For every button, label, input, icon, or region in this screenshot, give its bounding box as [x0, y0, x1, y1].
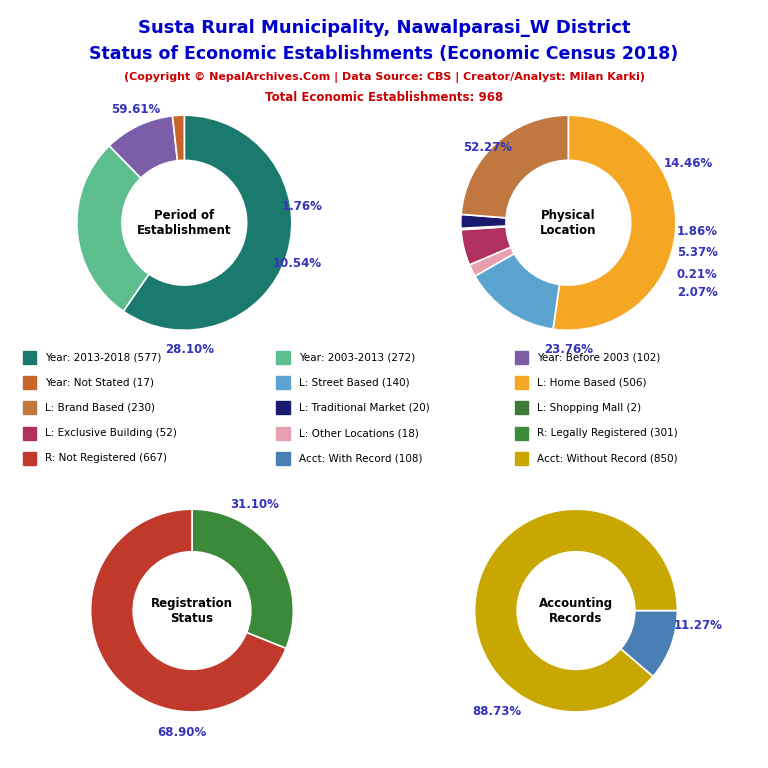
- Text: Accounting
Records: Accounting Records: [539, 597, 613, 624]
- Text: Acct: With Record (108): Acct: With Record (108): [299, 453, 422, 464]
- Text: L: Exclusive Building (52): L: Exclusive Building (52): [45, 428, 177, 439]
- Text: Registration
Status: Registration Status: [151, 597, 233, 624]
- Text: Status of Economic Establishments (Economic Census 2018): Status of Economic Establishments (Econo…: [89, 45, 679, 62]
- Text: Year: Before 2003 (102): Year: Before 2003 (102): [537, 352, 660, 362]
- Text: L: Street Based (140): L: Street Based (140): [299, 377, 409, 388]
- Wedge shape: [461, 214, 506, 228]
- Text: 68.90%: 68.90%: [157, 726, 207, 739]
- Text: Physical
Location: Physical Location: [540, 209, 597, 237]
- Wedge shape: [553, 115, 676, 330]
- Text: L: Home Based (506): L: Home Based (506): [537, 377, 647, 388]
- Text: 1.86%: 1.86%: [677, 225, 718, 238]
- Text: 31.10%: 31.10%: [230, 498, 280, 511]
- Text: (Copyright © NepalArchives.Com | Data Source: CBS | Creator/Analyst: Milan Karki: (Copyright © NepalArchives.Com | Data So…: [124, 72, 644, 83]
- Wedge shape: [461, 226, 506, 230]
- Text: L: Brand Based (230): L: Brand Based (230): [45, 402, 155, 413]
- Text: R: Legally Registered (301): R: Legally Registered (301): [537, 428, 677, 439]
- Text: 23.76%: 23.76%: [544, 343, 593, 356]
- Wedge shape: [192, 509, 293, 648]
- Wedge shape: [124, 115, 292, 330]
- Wedge shape: [173, 115, 184, 161]
- Text: R: Not Registered (667): R: Not Registered (667): [45, 453, 167, 464]
- Text: Susta Rural Municipality, Nawalparasi_W District: Susta Rural Municipality, Nawalparasi_W …: [137, 19, 631, 37]
- Wedge shape: [91, 509, 286, 712]
- Text: 14.46%: 14.46%: [664, 157, 713, 170]
- Wedge shape: [461, 227, 511, 265]
- Wedge shape: [109, 116, 177, 178]
- Text: 52.27%: 52.27%: [463, 141, 512, 154]
- Text: 5.37%: 5.37%: [677, 247, 718, 260]
- Text: Period of
Establishment: Period of Establishment: [137, 209, 232, 237]
- Text: 10.54%: 10.54%: [273, 257, 322, 270]
- Text: 28.10%: 28.10%: [165, 343, 214, 356]
- Text: 0.21%: 0.21%: [677, 268, 718, 281]
- Text: 59.61%: 59.61%: [111, 104, 161, 116]
- Wedge shape: [475, 509, 677, 712]
- Text: Year: Not Stated (17): Year: Not Stated (17): [45, 377, 154, 388]
- Text: 11.27%: 11.27%: [674, 619, 722, 632]
- Text: Total Economic Establishments: 968: Total Economic Establishments: 968: [265, 91, 503, 104]
- Text: 1.76%: 1.76%: [282, 200, 323, 213]
- Text: Acct: Without Record (850): Acct: Without Record (850): [537, 453, 677, 464]
- Wedge shape: [77, 146, 149, 311]
- Wedge shape: [469, 247, 515, 276]
- Text: Year: 2003-2013 (272): Year: 2003-2013 (272): [299, 352, 415, 362]
- Text: L: Other Locations (18): L: Other Locations (18): [299, 428, 419, 439]
- Text: Year: 2013-2018 (577): Year: 2013-2018 (577): [45, 352, 162, 362]
- Text: 88.73%: 88.73%: [472, 706, 521, 718]
- Text: L: Shopping Mall (2): L: Shopping Mall (2): [537, 402, 641, 413]
- Wedge shape: [621, 611, 677, 677]
- Wedge shape: [461, 115, 568, 218]
- Wedge shape: [475, 253, 559, 329]
- Text: L: Traditional Market (20): L: Traditional Market (20): [299, 402, 429, 413]
- Text: 2.07%: 2.07%: [677, 286, 718, 299]
